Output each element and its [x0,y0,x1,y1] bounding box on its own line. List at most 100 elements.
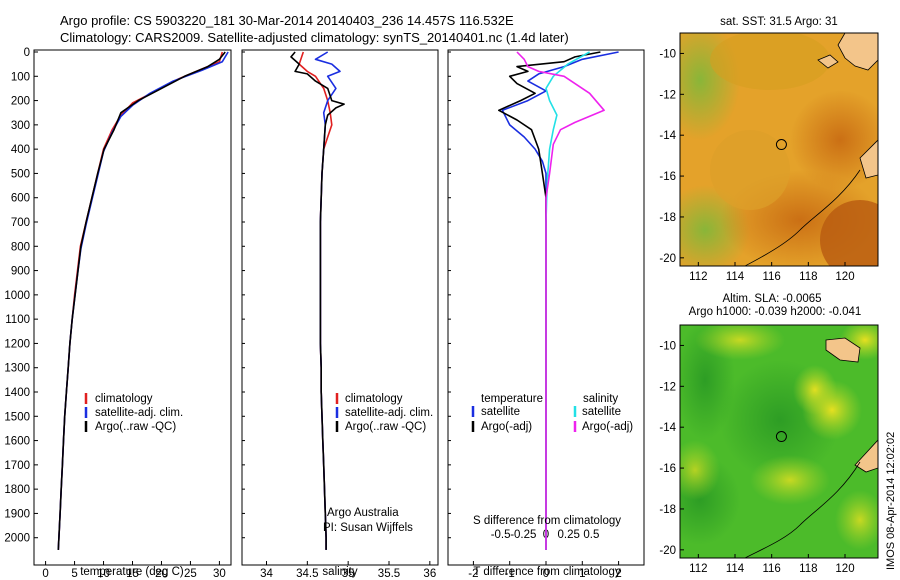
series-line-satellite [314,51,341,550]
x-tick-label: 10 [97,568,110,580]
map-y-tick-label: -12 [659,381,676,393]
depth-tick-label: 1900 [4,508,30,520]
header-line-2: Climatology: CARS2009. Satellite-adjuste… [60,30,569,45]
depth-tick-label: 1700 [4,460,30,472]
map-x-tick-label: 116 [762,271,780,283]
salinity-axis-label: salinity [322,566,357,578]
series-line-argo [290,51,345,550]
map-x-tick-label: 120 [835,563,854,575]
sla-map-title: Altim. SLA: -0.0065 [722,293,821,305]
legend-s-satellite: satellite [582,406,621,418]
depth-tick-label: 100 [11,71,30,83]
legend-satellite: satellite-adj. clim. [345,407,433,419]
map-x-tick-label: 116 [762,563,780,575]
sla-map-subtitle: Argo h1000: -0.039 h2000: -0.041 [689,306,862,318]
depth-tick-label: 0 [24,47,30,59]
map-x-tick-label: 114 [726,563,745,575]
depth-tick-label: 1400 [4,387,30,399]
depth-tick-label: 1300 [4,363,30,375]
salinity-panel [241,49,439,566]
map-y-tick-label: -14 [659,422,676,434]
map-x-tick-label: 118 [799,563,817,575]
depth-tick-label: 1000 [4,290,30,302]
s-diff-tick-label: -0.5 [491,529,511,541]
depth-tick-label: 1800 [4,484,30,496]
temperature-axis-label: temperature (deg C) [80,566,184,578]
series-line-climatology [298,51,333,550]
x-tick-label: 1 [579,568,585,580]
x-tick-label: 20 [155,568,168,580]
x-tick-label: -2 [468,568,478,580]
x-tick-label: 35.5 [378,568,400,580]
t-difference-x-axis: -2 -1 0 1 2 [468,561,622,580]
map-y-tick-label: -16 [659,463,676,475]
x-tick-label: 0 [42,568,48,580]
map-y-tick-label: -10 [659,48,676,60]
credit-line-1: Argo Australia [327,507,399,519]
x-tick-label: 5 [71,568,77,580]
map-x-tick-label: 112 [689,271,707,283]
legend-satellite: satellite-adj. clim. [95,407,183,419]
map-y-tick-label: -20 [659,253,676,265]
map-x-tick-label: 118 [799,271,817,283]
x-tick-label: 25 [184,568,197,580]
s-diff-tick-label: 0.25 [557,529,579,541]
sla-map-frame [679,324,879,559]
argo-position-marker [775,431,787,443]
s-diff-axis-label: S difference from climatology [473,515,621,527]
series-line-s-argo [516,51,605,550]
land-mass [817,54,839,69]
depth-axis: 0 100 200 300 400 500 600 700 800 900 1000 1100 1200… [4,47,451,545]
x-tick-label: 2 [615,568,621,580]
map-y-tick-label: -18 [659,504,676,516]
credit-line-2: PI: Susan Wijffels [323,522,413,534]
header-line-1: Argo profile: CS 5903220_181 30-Mar-2014… [60,13,514,28]
x-tick-label: 0 [543,568,549,580]
sla-map-axes: 112 114 116 118 120 -10 -12 -14 -16 -18 -20 [659,340,854,575]
legend-s-argo: Argo(-adj) [582,421,633,433]
series-line-climatology [57,51,224,550]
legend-argo: Argo(..raw -QC) [345,421,426,433]
s-difference-x-axis: -0.5 -0.25 0 0.25 0.5 [491,529,600,541]
imos-timestamp: IMOS 08-Apr-2014 12:02:02 [885,432,897,570]
sst-map [680,33,878,266]
map-x-tick-label: 112 [689,563,707,575]
depth-tick-label: 1200 [4,338,30,350]
depth-tick-label: 500 [11,168,30,180]
coastline [744,461,861,558]
land-mass [859,139,878,179]
x-tick-label: -1 [505,568,515,580]
salinity-legend: climatology satellite-adj. clim. Argo(..… [335,393,433,433]
series-line-satellite [57,51,229,550]
temperature-x-axis: 0 5 10 15 20 25 30 [42,561,226,580]
depth-tick-label: 600 [11,193,30,205]
x-tick-label: 30 [213,568,226,580]
x-tick-label: 34 [260,568,273,580]
map-y-tick-label: -16 [659,171,676,183]
coastline [744,169,861,266]
map-y-tick-label: -12 [659,89,676,101]
x-tick-label: 36 [423,568,436,580]
series-line-t-argo [498,51,601,550]
land-mass [854,439,878,473]
depth-tick-label: 2000 [4,533,30,545]
difference-legend: temperature salinity satellite Argo(-adj… [471,393,633,433]
depth-tick-label: 1600 [4,436,30,448]
t-diff-axis-label: T difference from climatology [473,566,620,578]
temperature-legend: climatology satellite-adj. clim. Argo(..… [84,393,183,433]
depth-tick-label: 200 [11,96,30,108]
map-x-tick-label: 120 [835,271,854,283]
x-tick-label: 35 [342,568,355,580]
land-mass [837,33,878,71]
legend-t-satellite: satellite [481,406,520,418]
salinity-series [290,51,345,550]
x-tick-label: 15 [126,568,139,580]
legend-temperature-title: temperature [481,393,543,405]
depth-tick-label: 400 [11,144,30,156]
depth-tick-label: 800 [11,241,30,253]
s-diff-tick-label: 0.5 [583,529,599,541]
salinity-x-axis: 34 34.5 35 35.5 36 [260,561,436,580]
s-diff-tick-label: -0.25 [510,529,536,541]
land-mass [825,337,861,363]
